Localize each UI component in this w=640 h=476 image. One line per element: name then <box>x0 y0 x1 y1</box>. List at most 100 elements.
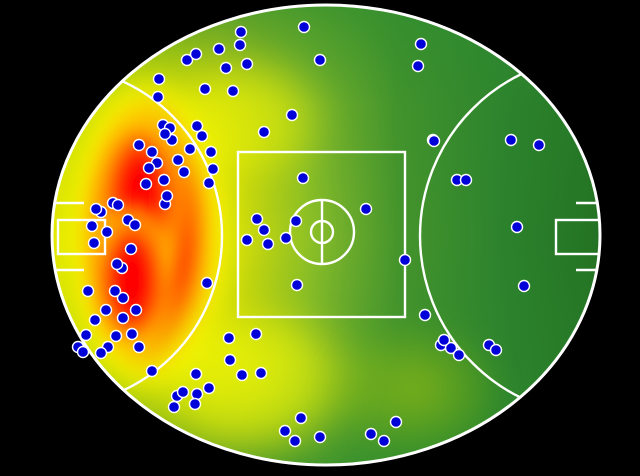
event-point[interactable] <box>81 284 95 298</box>
event-point[interactable] <box>444 341 458 355</box>
event-point[interactable] <box>418 308 432 322</box>
event-point[interactable] <box>151 90 165 104</box>
event-point[interactable] <box>139 177 153 191</box>
event-point[interactable] <box>240 233 254 247</box>
event-point[interactable] <box>233 38 247 52</box>
event-point[interactable] <box>128 218 142 232</box>
fifty-metre-arc-right <box>418 54 600 418</box>
event-point[interactable] <box>452 348 466 362</box>
event-point[interactable] <box>517 279 531 293</box>
event-point[interactable] <box>414 37 428 51</box>
heat-hotspot-core-lower <box>86 200 178 360</box>
event-point[interactable] <box>427 134 441 148</box>
event-point[interactable] <box>124 242 138 256</box>
event-point[interactable] <box>142 161 156 175</box>
event-point[interactable] <box>110 257 124 271</box>
event-point[interactable] <box>222 331 236 345</box>
event-point[interactable] <box>79 328 93 342</box>
event-point[interactable] <box>202 381 216 395</box>
goal-square-right <box>554 218 600 256</box>
event-point[interactable] <box>437 333 451 347</box>
event-point[interactable] <box>377 434 391 448</box>
fifty-metre-arc-left <box>52 64 224 408</box>
event-point[interactable] <box>145 145 159 159</box>
event-point[interactable] <box>290 278 304 292</box>
event-point[interactable] <box>279 231 293 245</box>
event-point[interactable] <box>261 237 275 251</box>
event-point[interactable] <box>180 53 194 67</box>
event-point[interactable] <box>195 129 209 143</box>
event-point[interactable] <box>235 368 249 382</box>
event-point[interactable] <box>145 364 159 378</box>
event-point[interactable] <box>125 327 139 341</box>
event-point[interactable] <box>167 400 181 414</box>
event-point[interactable] <box>254 366 268 380</box>
event-point[interactable] <box>532 138 546 152</box>
event-point[interactable] <box>87 236 101 250</box>
event-point[interactable] <box>94 346 108 360</box>
event-point[interactable] <box>176 385 190 399</box>
event-point[interactable] <box>152 72 166 86</box>
event-point[interactable] <box>109 329 123 343</box>
event-point[interactable] <box>250 212 264 226</box>
event-point[interactable] <box>129 303 143 317</box>
event-point[interactable] <box>160 189 174 203</box>
event-point[interactable] <box>188 397 202 411</box>
event-point[interactable] <box>157 173 171 187</box>
event-point[interactable] <box>489 343 503 357</box>
event-point[interactable] <box>132 340 146 354</box>
event-point[interactable] <box>116 291 130 305</box>
centre-square <box>236 150 407 319</box>
event-point[interactable] <box>171 153 185 167</box>
event-point[interactable] <box>100 225 114 239</box>
event-point[interactable] <box>257 125 271 139</box>
event-point[interactable] <box>294 411 308 425</box>
event-point[interactable] <box>204 145 218 159</box>
event-point[interactable] <box>189 367 203 381</box>
event-point[interactable] <box>398 253 412 267</box>
event-point[interactable] <box>226 84 240 98</box>
event-point[interactable] <box>364 427 378 441</box>
event-point[interactable] <box>297 20 311 34</box>
event-point[interactable] <box>234 25 248 39</box>
event-point[interactable] <box>206 162 220 176</box>
event-point[interactable] <box>289 214 303 228</box>
event-point[interactable] <box>296 171 310 185</box>
event-point[interactable] <box>177 165 191 179</box>
event-point[interactable] <box>85 219 99 233</box>
event-point[interactable] <box>202 176 216 190</box>
event-point[interactable] <box>459 173 473 187</box>
event-point[interactable] <box>411 59 425 73</box>
event-point[interactable] <box>359 202 373 216</box>
event-point[interactable] <box>212 42 226 56</box>
event-point[interactable] <box>313 53 327 67</box>
event-point[interactable] <box>285 108 299 122</box>
event-point[interactable] <box>257 223 271 237</box>
event-point[interactable] <box>389 415 403 429</box>
event-point[interactable] <box>158 127 172 141</box>
event-point[interactable] <box>198 82 212 96</box>
event-point[interactable] <box>116 311 130 325</box>
event-point[interactable] <box>200 276 214 290</box>
event-point[interactable] <box>313 430 327 444</box>
event-point[interactable] <box>278 424 292 438</box>
event-point[interactable] <box>183 142 197 156</box>
event-point[interactable] <box>132 138 146 152</box>
event-point[interactable] <box>223 353 237 367</box>
event-point[interactable] <box>190 387 204 401</box>
event-point[interactable] <box>240 57 254 71</box>
event-point[interactable] <box>88 313 102 327</box>
event-point[interactable] <box>89 202 103 216</box>
event-point[interactable] <box>510 220 524 234</box>
event-point[interactable] <box>189 47 203 61</box>
event-point[interactable] <box>504 133 518 147</box>
event-point-layer <box>71 20 546 448</box>
event-point[interactable] <box>99 303 113 317</box>
event-point[interactable] <box>219 61 233 75</box>
event-point[interactable] <box>190 119 204 133</box>
event-point[interactable] <box>288 434 302 448</box>
event-point[interactable] <box>76 345 90 359</box>
event-point[interactable] <box>111 198 125 212</box>
event-point[interactable] <box>108 284 122 298</box>
event-point[interactable] <box>249 327 263 341</box>
